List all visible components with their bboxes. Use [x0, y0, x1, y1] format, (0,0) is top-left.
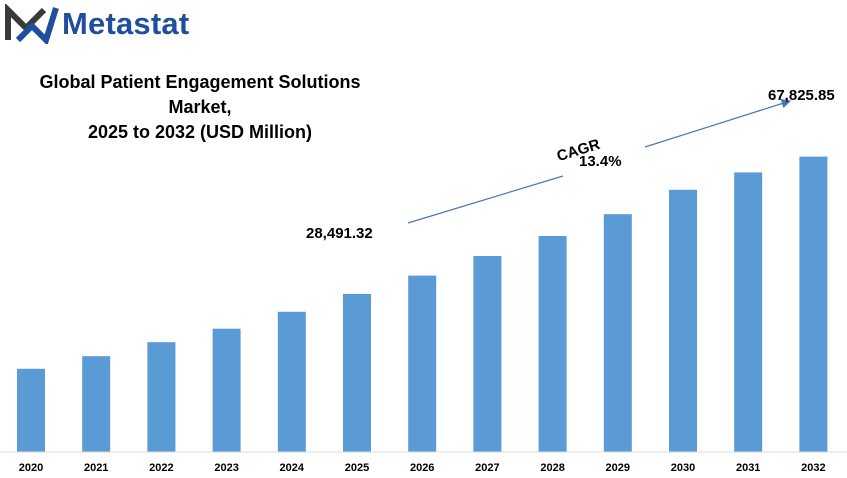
- cagr-arrow-right: [644, 98, 792, 148]
- x-tick-2026: 2026: [410, 462, 434, 474]
- bar-2021: [82, 356, 111, 452]
- x-tick-2028: 2028: [540, 462, 564, 474]
- bar-2032: [799, 156, 828, 452]
- chart-title: Global Patient Engagement Solutions Mark…: [10, 70, 390, 145]
- bar-2028: [538, 236, 567, 452]
- x-tick-2024: 2024: [280, 462, 305, 474]
- x-tick-2029: 2029: [606, 462, 630, 474]
- x-tick-2025: 2025: [345, 462, 369, 474]
- x-tick-labels: 2020 2021 2022 2023 2024 2025 2026 2027 2028 2029…: [19, 462, 826, 474]
- brand-logo: Metastat: [4, 4, 189, 44]
- cagr-arrow-left: [407, 175, 564, 224]
- bar-2026: [408, 275, 437, 452]
- bar-2020: [17, 368, 45, 452]
- bar-2024: [277, 311, 306, 452]
- bar-2031: [734, 172, 763, 452]
- cagr-value-label: 13.4%: [579, 153, 622, 170]
- bar-2023: [212, 328, 241, 452]
- metastat-logo-icon: [5, 4, 59, 44]
- x-tick-2020: 2020: [19, 462, 43, 474]
- bar-2030: [669, 189, 697, 453]
- x-tick-2023: 2023: [214, 462, 238, 474]
- chart-title-text: Global Patient Engagement Solutions Mark…: [39, 72, 361, 142]
- bar-2025: [343, 293, 371, 452]
- x-tick-2022: 2022: [149, 462, 173, 474]
- x-tick-2031: 2031: [736, 462, 760, 474]
- brand-name: Metastat: [62, 6, 190, 41]
- x-tick-2021: 2021: [84, 462, 108, 474]
- x-tick-2030: 2030: [671, 462, 695, 474]
- bars-group: [17, 156, 828, 453]
- end-value-label: 67,825.85: [768, 87, 835, 104]
- x-tick-2027: 2027: [475, 462, 499, 474]
- start-value-label: 28,491.32: [306, 225, 373, 242]
- x-tick-2032: 2032: [801, 462, 825, 474]
- bar-2022: [147, 342, 176, 452]
- bar-2029: [603, 214, 632, 452]
- bar-2027: [473, 256, 502, 452]
